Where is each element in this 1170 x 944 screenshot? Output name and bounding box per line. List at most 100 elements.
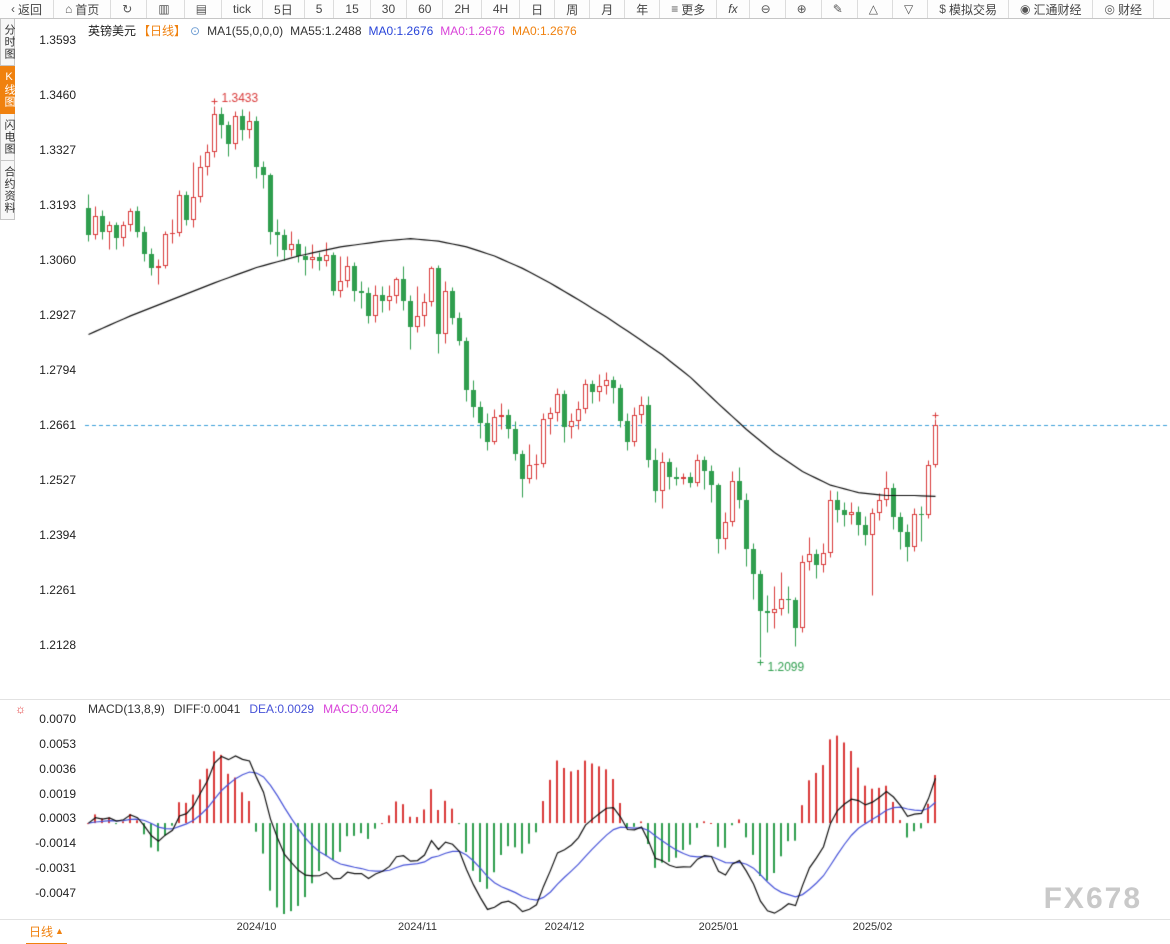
chart-type-tabs: 分时图 K线图 闪电图 合约资料 [0,18,15,220]
period-60m-button-label: 60 [418,2,432,16]
volume-style-button[interactable]: ▤ [185,0,223,18]
draw-tool-button[interactable]: ✎ [822,0,858,18]
refresh-icon: ↻ [122,2,133,16]
period-5d-button[interactable]: 5日 [263,0,305,18]
x-axis-label: 2024/12 [544,921,585,933]
chevron-up-icon: ▲ [55,926,64,936]
period-day-button[interactable]: 日 [520,0,556,18]
price-axis-label: 1.3193 [39,198,76,212]
period-month-button-label: 月 [601,2,614,17]
tab-lightning-chart[interactable]: 闪电图 [0,114,15,161]
period-2h-button-label: 2H [454,2,470,16]
menu-icon: ≡ [671,2,679,16]
macd-axis-label: 0.0036 [39,761,76,776]
back-icon: ‹ [11,2,15,16]
tab-contract-info[interactable]: 合约资料 [0,161,15,220]
zoom-in-icon: ⊕ [796,2,807,16]
more-button[interactable]: ≡ 更多 [660,0,718,18]
dollar-icon: $ [939,2,946,16]
price-axis-label: 1.2794 [39,363,76,377]
macd-axis-label: 0.0053 [39,736,76,751]
scale-down-button[interactable]: ▽ [893,0,929,18]
volume-chart-icon: ▤ [195,2,208,16]
tab-kline-chart[interactable]: K线图 [0,66,15,114]
price-axis-label: 1.3593 [39,33,76,47]
period-year-button[interactable]: 年 [625,0,661,18]
period-2h-button[interactable]: 2H [443,0,482,18]
axis-divider [0,919,1170,920]
zoom-in-button[interactable]: ⊕ [786,0,822,18]
period-tick-button-label: tick [233,2,252,16]
macd-panel-title: MACD(13,8,9) DIFF:0.0041 DEA:0.0029 MACD… [88,702,398,716]
watermark: FX678 [1043,882,1142,915]
macd-params: MACD(13,8,9) [88,702,165,716]
toolbar: ‹ 返回 ⌂ 首页 ↻ ▥ ▤ tick 5日 5 15 30 60 2H 4H 日周月年 ≡ 更多 fx ⊖ ⊕ ✎ △ ▽… [0,0,1170,19]
symbol-name: 英镑美元 [88,24,137,38]
period-5d-button-label: 5日 [274,2,293,17]
macd-axis-label: 0.0070 [39,712,76,726]
more-button-label: 更多 [681,2,706,17]
triangle-down-icon: ▽ [904,2,914,16]
refresh-button[interactable]: ↻ [111,0,148,18]
period-week-button-label: 周 [566,2,579,17]
macd-diff-value: DIFF:0.0041 [173,702,241,716]
period-year-button-label: 年 [636,2,649,17]
x-axis-label: 2025/02 [852,921,893,933]
ma55-value: MA55:1.2488 [290,23,362,38]
price-axis-label: 1.3327 [39,143,76,157]
tab-time-chart[interactable]: 分时图 [0,18,15,66]
back-button[interactable]: ‹ 返回 [0,0,55,18]
period-15m-button[interactable]: 15 [334,0,371,18]
home-button[interactable]: ⌂ 首页 [54,0,112,18]
period-day-button-label: 日 [531,2,544,17]
finance-button-label: 财经 [1117,2,1142,17]
period-badge: 【日线】 [138,24,187,38]
macd-indicator-settings-icon[interactable]: ☼ [15,702,26,716]
fx678-news-button-label: 汇通财经 [1033,2,1082,17]
macd-axis-label: -0.0047 [35,885,76,900]
price-axis-label: 1.3460 [39,88,76,102]
demo-trade-button[interactable]: $ 模拟交易 [928,0,1009,18]
pencil-icon: ✎ [832,2,843,16]
period-5m-button[interactable]: 5 [305,0,335,18]
period-15m-button-label: 15 [345,2,359,16]
period-30m-button-label: 30 [381,2,396,16]
price-axis-label: 1.2394 [39,528,76,542]
zoom-out-button[interactable]: ⊖ [750,0,786,18]
price-axis-label: 1.2261 [39,583,76,597]
ma-slow-value: MA0:1.2676 [511,23,577,38]
macd-axis-label: 0.0019 [39,786,76,801]
period-tick-button[interactable]: tick [222,0,264,18]
ma-settings-icon[interactable]: ⊙ [190,23,201,38]
x-axis-label: 2024/11 [398,921,437,933]
price-panel-title: 英镑美元 【日线】 ⊙ MA1(55,0,0,0) MA55:1.2488 MA… [88,22,577,39]
price-axis-label: 1.3060 [39,253,76,267]
zoom-out-icon: ⊖ [760,2,771,16]
period-week-button[interactable]: 周 [555,0,591,18]
period-5m-button-label: 5 [315,2,323,16]
x-axis-label: 2025/01 [698,921,739,933]
kline-chart-icon: ▥ [158,2,170,16]
fx-indicators-button[interactable]: fx [717,0,750,18]
period-60m-button[interactable]: 60 [407,0,444,18]
panel-divider [0,699,1170,700]
kline-style-button[interactable]: ▥ [147,0,185,18]
period-month-button[interactable]: 月 [590,0,626,18]
back-button-label: 返回 [18,2,43,17]
finance-button[interactable]: ◎ 财经 [1093,0,1154,18]
x-axis-label: 2024/10 [236,921,277,933]
scale-up-button[interactable]: △ [858,0,894,18]
price-axis-label: 1.2661 [39,418,76,432]
bottom-period-label: 日线 [29,925,54,939]
triangle-up-icon: △ [868,2,879,16]
period-4h-button[interactable]: 4H [482,0,521,18]
macd-axis-label: -0.0031 [35,861,76,876]
fx678-logo-icon: ◉ [1019,2,1031,16]
macd-axis-label: 0.0003 [39,811,76,826]
period-30m-button[interactable]: 30 [371,0,408,18]
price-axis-label: 1.2128 [39,638,76,652]
fx678-news-button[interactable]: ◉ 汇通财经 [1009,0,1094,18]
ma-fast-value: MA0:1.2676 [368,23,434,38]
